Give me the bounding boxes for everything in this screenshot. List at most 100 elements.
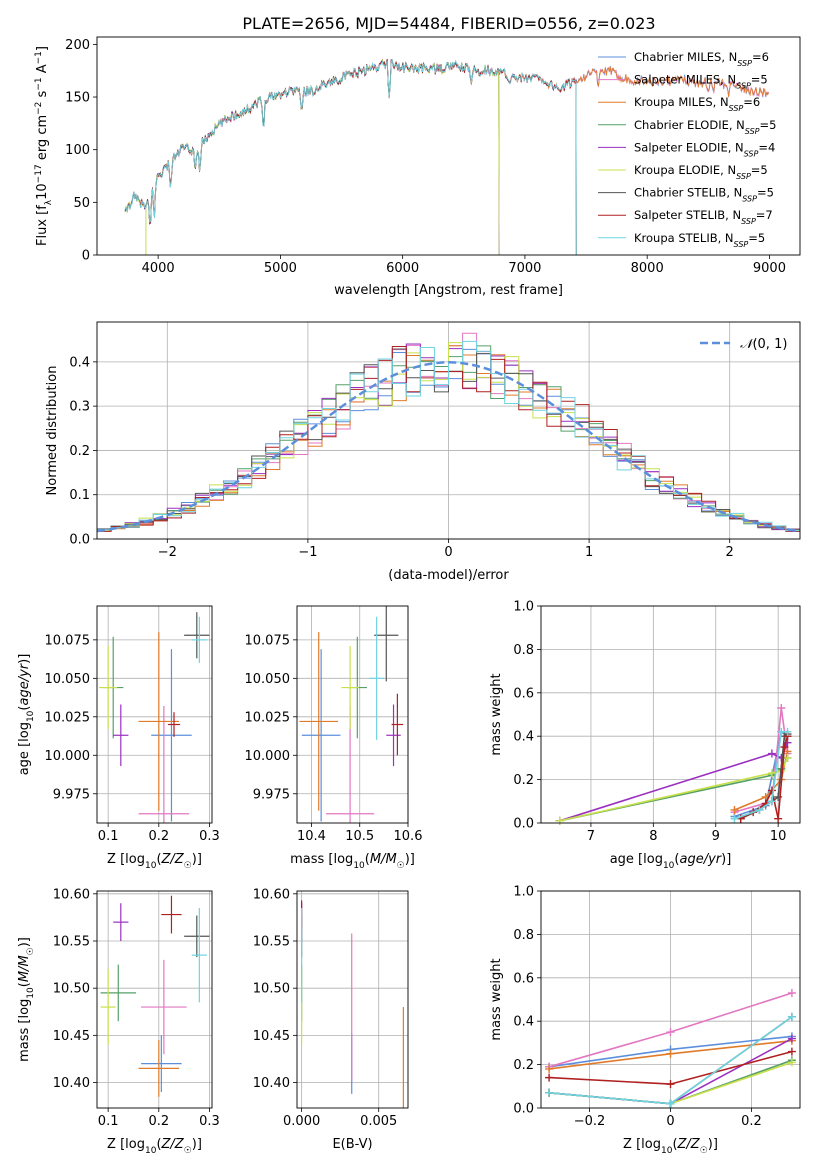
x-tick-label: 7 [587, 829, 595, 844]
weight-marker [666, 1080, 675, 1089]
figure-title: PLATE=2656, MJD=54484, FIBERID=0556, z=0… [242, 14, 655, 33]
mass-vs-metallicity-plot: 0.1 0.2 0.3 10.40 10.45 10.50 10.55 10.60 Z [log… [17, 887, 220, 1156]
axes-frame [296, 890, 409, 1109]
x-tick-label: 1 [585, 545, 593, 560]
legend-label: Salpeter ELODIE, NSSP=4 [634, 140, 775, 158]
x-tick-label: 4000 [142, 261, 175, 276]
spectrum-plot: 4000 5000 6000 7000 8000 9000 0 50 100 150 200 Flux… [34, 36, 801, 298]
y-tick-label: 10.075 [45, 633, 91, 648]
weight-marker [767, 749, 776, 758]
weight-marker [767, 786, 776, 795]
y-tick-label: 50 [73, 196, 90, 211]
y-tick-label: 10.025 [245, 710, 291, 725]
weight-marker [767, 769, 776, 778]
y-tick-label: 0.8 [513, 928, 534, 943]
y-tick-label: 0.0 [513, 817, 534, 832]
x-tick-label: 7000 [508, 261, 541, 276]
weight-marker [666, 1099, 675, 1108]
legend-label: Kroupa STELIB, NSSP=5 [634, 231, 765, 249]
x-axis-label: (data-model)/error [388, 568, 509, 583]
weight-marker [666, 1028, 675, 1037]
x-tick-label: 0.3 [199, 829, 220, 844]
y-tick-label: 0.2 [69, 444, 90, 459]
y-tick-label: 0.6 [513, 686, 534, 701]
x-axis-label: E(B-V) [332, 1137, 372, 1152]
x-tick-label: 10 [770, 829, 787, 844]
weight-marker [787, 988, 796, 997]
legend-label: Kroupa ELODIE, NSSP=5 [634, 163, 768, 181]
y-tick-label: 10.025 [45, 710, 91, 725]
y-tick-label: 0.2 [513, 1058, 534, 1073]
x-tick-label: 2 [726, 545, 734, 560]
y-tick-label: 0.0 [69, 533, 90, 548]
weight-marker [783, 727, 792, 736]
legend-label: Chabrier ELODIE, NSSP=5 [634, 118, 776, 136]
weight-marker [767, 797, 776, 806]
y-tick-label: 10.45 [253, 1029, 290, 1044]
weight-marker [545, 1073, 554, 1082]
x-tick-label: −0.2 [574, 1114, 606, 1129]
x-tick-label: 0 [666, 1114, 674, 1129]
x-tick-label: −2 [158, 545, 177, 560]
y-tick-label: 0.4 [513, 1015, 534, 1030]
y-tick-label: 150 [65, 91, 90, 106]
x-tick-label: 0.3 [199, 1114, 220, 1129]
weight-marker [783, 753, 792, 762]
axes-frame [96, 605, 213, 824]
x-tick-label: −1 [298, 545, 317, 560]
errorbar-group [299, 606, 404, 823]
y-tick-label: 0.4 [513, 730, 534, 745]
x-tick-label: 9000 [753, 261, 786, 276]
weight-marker [774, 814, 783, 823]
errorbar-group [301, 900, 404, 1108]
x-tick-label: 0.2 [741, 1114, 762, 1129]
y-tick-label: 0.3 [69, 400, 90, 415]
axes-frame [96, 36, 801, 256]
legend-label: Salpeter MILES, NSSP=5 [634, 73, 768, 91]
y-tick-label: 100 [65, 143, 90, 158]
y-axis-label: mass [log10(M/M☉)] [17, 937, 36, 1062]
mass-weight-vs-metallicity-plot: −0.2 0 0.2 0.0 0.2 0.4 0.6 0.8 1.0 Z [log10(Z/Z☉)… [489, 885, 801, 1156]
y-tick-label: 9.975 [253, 787, 290, 802]
x-tick-label: 0.005 [360, 1114, 397, 1129]
y-tick-label: 0.2 [513, 773, 534, 788]
axes-frame [96, 321, 801, 540]
x-tick-label: 9 [712, 829, 720, 844]
y-tick-label: 10.60 [53, 887, 90, 902]
x-tick-label: 0.2 [148, 829, 169, 844]
y-axis-label: mass weight [489, 673, 504, 755]
y-tick-label: 200 [65, 38, 90, 53]
x-tick-label: 10.5 [345, 829, 374, 844]
mass-weight-vs-age-plot: 7 8 9 10 0.0 0.2 0.4 0.6 0.8 1.0 age [log10(age/yr… [489, 600, 801, 871]
weight-marker [666, 1049, 675, 1058]
age-vs-mass-plot: 10.4 10.5 10.6 9.975 10.000 10.025 10.050 10.07… [245, 605, 423, 871]
y-tick-label: 0.6 [513, 971, 534, 986]
y-axis-label: Normed distribution [45, 366, 60, 496]
x-tick-label: 0.1 [98, 829, 119, 844]
weight-marker [777, 703, 786, 712]
y-tick-label: 0 [82, 249, 90, 264]
y-tick-label: 10.000 [245, 749, 291, 764]
y-tick-label: 1.0 [513, 885, 534, 900]
y-tick-label: 1.0 [513, 600, 534, 615]
errorbar-group [100, 895, 210, 1097]
y-axis-label: mass weight [489, 958, 504, 1040]
normal-curve-line [96, 361, 801, 533]
weight-marker [787, 1047, 796, 1056]
legend-label: Kroupa MILES, NSSP=6 [634, 95, 760, 113]
y-tick-label: 10.60 [253, 887, 290, 902]
y-tick-label: 0.8 [513, 643, 534, 658]
age-vs-metallicity-plot: 0.1 0.2 0.3 9.975 10.000 10.025 10.050 10.075 Z … [17, 605, 220, 871]
x-tick-label: 10.6 [394, 829, 423, 844]
legend-label: Chabrier STELIB, NSSP=5 [634, 186, 774, 204]
x-axis-label: age [log10(age/yr)] [610, 852, 732, 871]
y-tick-label: 0.1 [69, 488, 90, 503]
y-tick-label: 10.50 [253, 982, 290, 997]
weight-marker [545, 1088, 554, 1097]
legend-label: 𝒩(0, 1) [740, 337, 787, 352]
y-tick-label: 10.075 [245, 633, 291, 648]
x-tick-label: 0 [444, 545, 452, 560]
mass-vs-extinction-plot: 0.000 0.005 10.40 10.45 10.50 10.55 10.60 E(B-V… [253, 887, 409, 1152]
residual-histogram-plot: −2 −1 0 1 2 0.0 0.1 0.2 0.3 0.4 (data-model)/error… [45, 321, 801, 583]
x-tick-label: 0.1 [98, 1114, 119, 1129]
